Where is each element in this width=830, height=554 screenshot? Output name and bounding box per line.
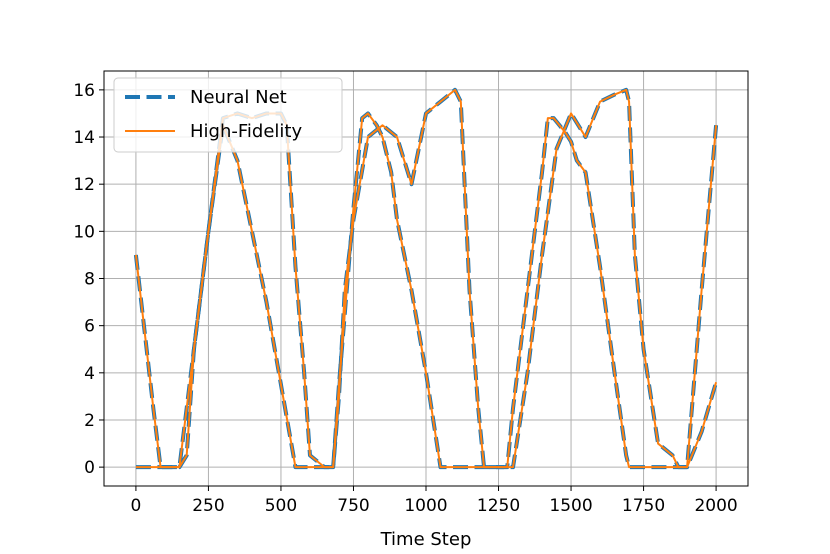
high-fidelity-line-2 [134,112,718,469]
x-axis-label: Time Step [380,529,472,550]
x-tick-label: 1500 [549,496,592,516]
y-tick-label: 14 [73,128,95,148]
legend-label: Neural Net [190,87,287,108]
y-tick-label: 4 [84,364,95,384]
y-axis-ticks: 0 2 4 6 8 10 12 14 16 [73,81,104,478]
x-tick-label: 500 [265,496,297,516]
x-tick-label: 0 [130,496,141,516]
y-tick-label: 12 [73,175,95,195]
x-axis-ticks: 0 250 500 750 1000 1250 1500 1750 2000 [130,486,738,516]
legend-label: High-Fidelity [190,121,302,142]
legend: Neural Net High-Fidelity [113,77,343,153]
y-tick-label: 16 [73,81,95,101]
y-tick-label: 0 [84,458,95,478]
x-tick-label: 750 [337,496,369,516]
x-tick-label: 1750 [622,496,665,516]
y-tick-label: 6 [84,317,95,337]
x-tick-label: 1250 [477,496,520,516]
y-tick-label: 8 [84,270,95,290]
y-tick-label: 2 [84,411,95,431]
x-tick-label: 250 [192,496,224,516]
x-tick-label: 2000 [694,496,737,516]
y-tick-label: 10 [73,222,95,242]
x-tick-label: 1000 [404,496,447,516]
